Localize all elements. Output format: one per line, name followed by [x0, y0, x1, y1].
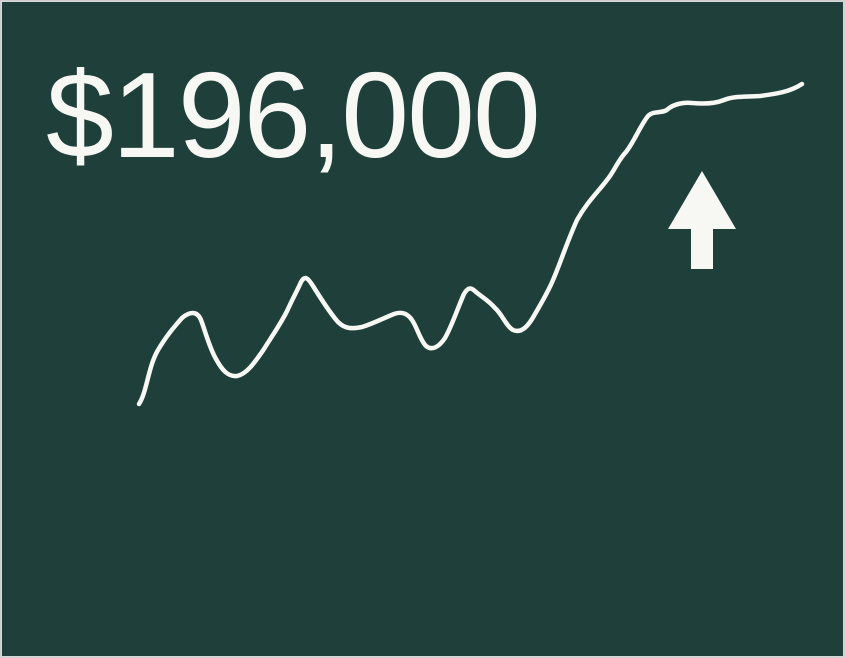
- arrow-up-icon: [668, 171, 736, 269]
- amount-value: $196,000: [46, 47, 541, 183]
- trend-line: [136, 81, 805, 407]
